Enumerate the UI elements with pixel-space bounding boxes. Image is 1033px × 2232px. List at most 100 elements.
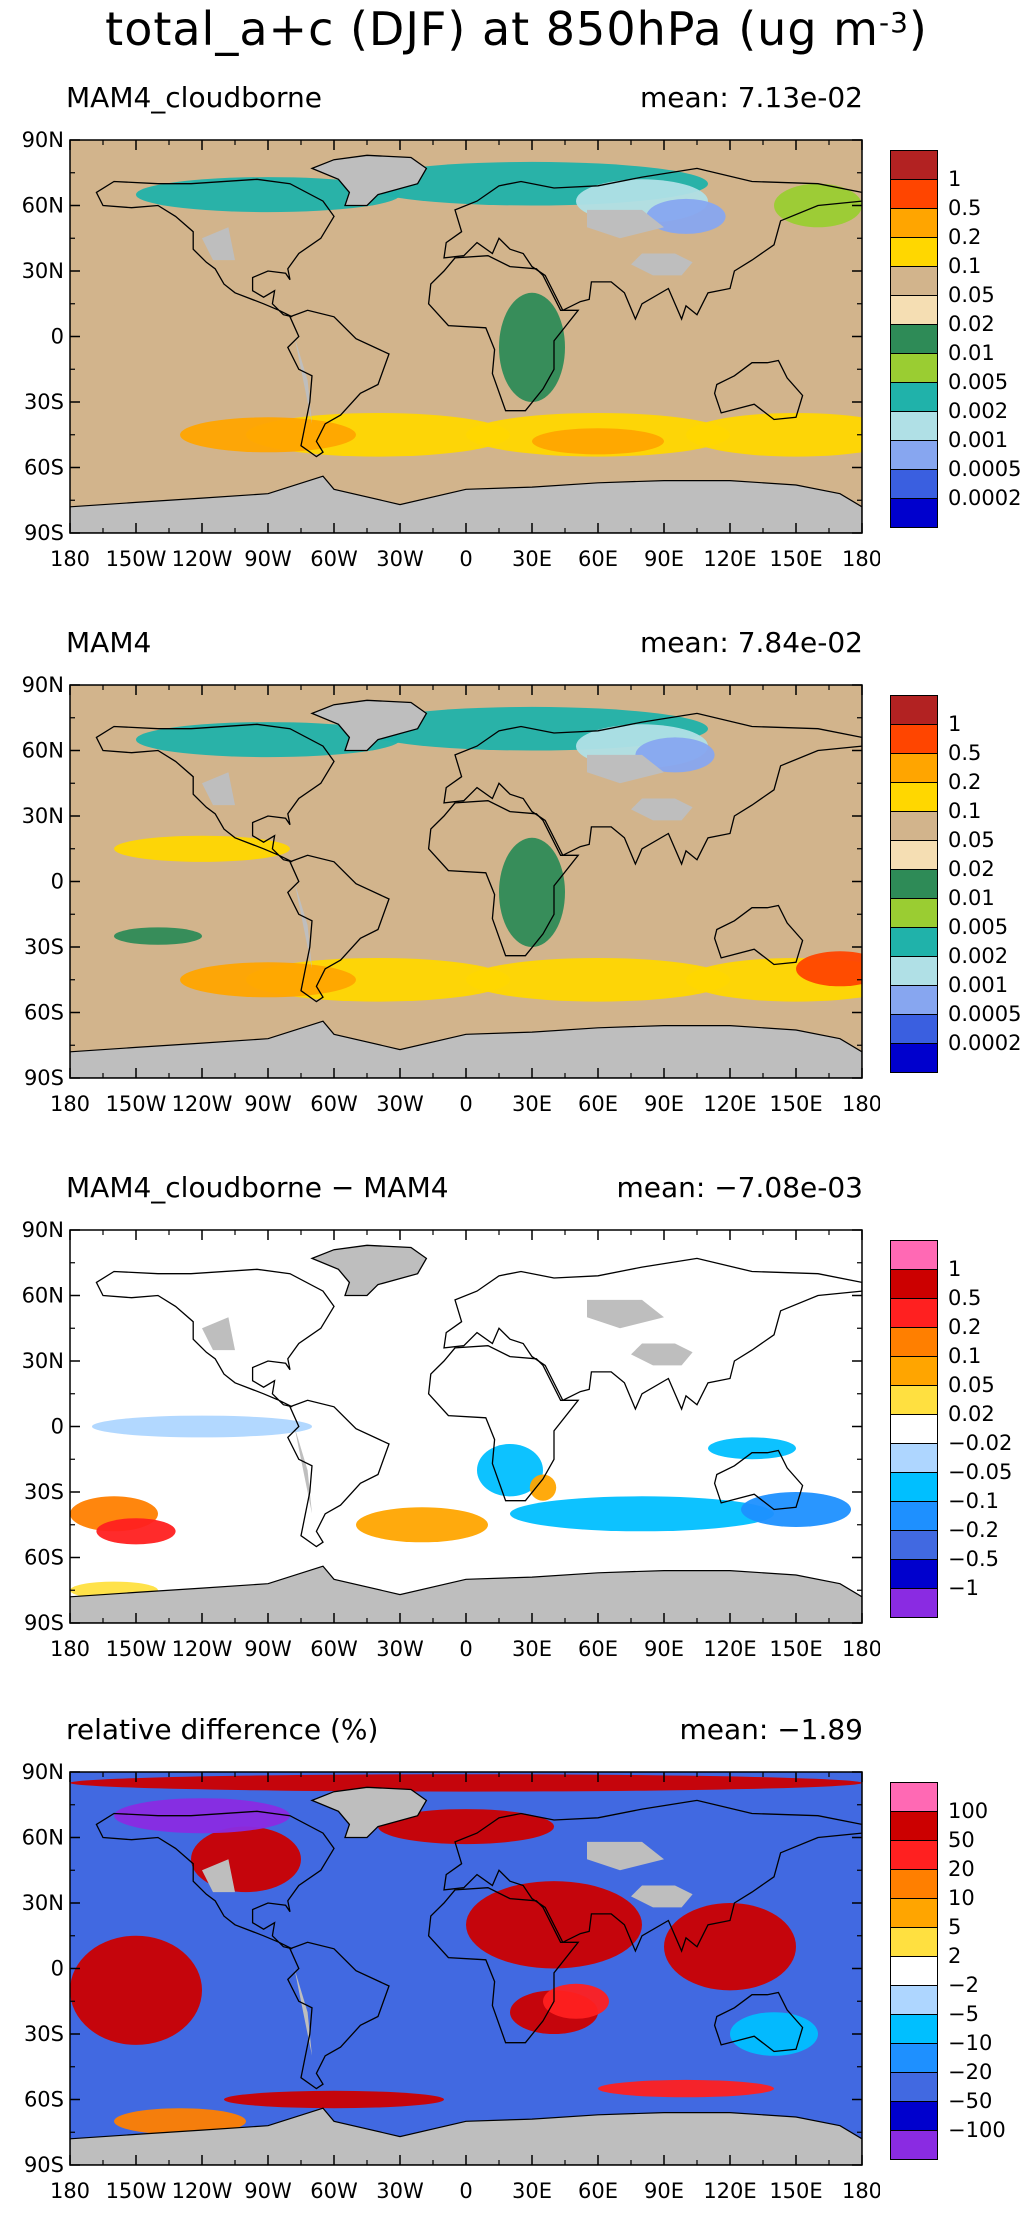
legend-swatch <box>890 1014 938 1044</box>
missing-data-region <box>587 209 664 239</box>
map-panel-3: MAM4_cloudborne − MAM4 mean: −7.08e-03 90N… <box>0 1170 1033 1690</box>
contour-region <box>686 413 862 457</box>
missing-data-region <box>631 1885 693 1908</box>
contour-region <box>114 2108 246 2135</box>
legend-label: 0.01 <box>948 886 995 910</box>
lon-tick-label: 0 <box>459 1092 472 1116</box>
legend-swatch <box>890 411 938 441</box>
lat-tick-label: 90N <box>22 1218 64 1242</box>
lon-tick-label: 30W <box>376 547 424 571</box>
panel-name: relative difference (%) <box>66 1713 379 1746</box>
missing-data-region <box>312 1245 427 1296</box>
lon-tick-label: 30W <box>376 1637 424 1661</box>
legend-swatch <box>890 869 938 899</box>
lon-tick-label: 150W <box>106 2179 167 2203</box>
coastline-eurasia <box>443 1257 862 1411</box>
coastline-greenland <box>310 154 428 207</box>
legend-swatch <box>890 1588 938 1618</box>
lon-tick-label: 30E <box>512 2179 552 2203</box>
legend-swatch <box>890 1559 938 1589</box>
legend-swatch <box>890 150 938 180</box>
lat-tick-label: 60S <box>24 2088 64 2112</box>
legend-swatch <box>890 237 938 267</box>
legend-label: 0.01 <box>948 341 995 365</box>
legend-label: 0.05 <box>948 828 995 852</box>
lat-tick-label: 60N <box>22 1284 64 1308</box>
missing-data-region <box>631 1343 693 1366</box>
contour-region <box>543 1983 609 2019</box>
coastline-north-america <box>95 723 335 863</box>
map-panel-4: relative difference (%) mean: −1.89 90N 60N… <box>0 1712 1033 2232</box>
coastline-antarctica <box>70 2107 862 2165</box>
missing-data-region <box>202 227 235 261</box>
lat-tick-label: 30N <box>22 1891 64 1915</box>
lon-tick-label: 90W <box>244 1092 292 1116</box>
coastline-greenland <box>310 1244 428 1297</box>
legend-label: 0.1 <box>948 254 982 278</box>
legend-swatch <box>890 1530 938 1560</box>
legend-label: 5 <box>948 1915 962 1939</box>
lon-tick-label: 180 <box>842 547 880 571</box>
missing-data-region <box>587 754 664 784</box>
legend-label: 0.05 <box>948 283 995 307</box>
contour-region <box>136 177 400 213</box>
color-legend: 100 50 20 10 5 2 −2 −5 −10 −20 −50 −100 <box>890 1782 1033 2162</box>
lon-tick-label: 30W <box>376 1092 424 1116</box>
lon-tick-label: 0 <box>459 547 472 571</box>
legend-label: −0.5 <box>948 1547 999 1571</box>
lat-tick-label: 30N <box>22 804 64 828</box>
legend-label: 0.0005 <box>948 457 1022 481</box>
contour-region <box>224 2090 444 2109</box>
contour-region <box>92 1415 312 1438</box>
legend-swatch <box>890 753 938 783</box>
lat-tick-label: 90N <box>22 1760 64 1784</box>
contour-region <box>499 837 565 947</box>
coastline-greenland <box>310 699 428 752</box>
contour-region <box>796 951 862 987</box>
missing-data-region <box>202 1859 235 1893</box>
legend-label: −1 <box>948 1576 979 1600</box>
legend-swatch <box>890 469 938 499</box>
missing-data-region <box>294 336 312 424</box>
legend-swatch <box>890 1782 938 1812</box>
lon-tick-label: 90W <box>244 1637 292 1661</box>
lat-tick-label: 30S <box>24 1480 64 1504</box>
legend-swatch <box>890 324 938 354</box>
lon-tick-label: 120W <box>172 2179 233 2203</box>
lon-tick-label: 60W <box>310 2179 358 2203</box>
coastline-australia <box>713 1449 804 1511</box>
legend-label: −100 <box>948 2118 1006 2142</box>
legend-label: 0.1 <box>948 1344 982 1368</box>
legend-swatch <box>890 811 938 841</box>
lon-tick-label: 150W <box>106 547 167 571</box>
lon-tick-label: 180 <box>50 2179 90 2203</box>
lon-tick-label: 180 <box>50 547 90 571</box>
coastline-australia <box>713 1991 804 2053</box>
coastline-eurasia <box>443 167 862 321</box>
legend-swatch <box>890 208 938 238</box>
legend-label: 0.0002 <box>948 486 1022 510</box>
legend-swatch <box>890 1472 938 1502</box>
legend-swatch <box>890 985 938 1015</box>
contour-region <box>191 1826 301 1893</box>
legend-label: 0.0005 <box>948 1002 1022 1026</box>
contour-region <box>708 1437 796 1460</box>
missing-data-region <box>202 772 235 806</box>
panel-name: MAM4_cloudborne <box>66 81 323 114</box>
coastline-greenland <box>310 1786 428 1839</box>
lon-tick-label: 150E <box>769 2179 822 2203</box>
legend-swatch <box>890 1443 938 1473</box>
lon-tick-label: 120E <box>703 1637 756 1661</box>
contour-region <box>510 1496 774 1532</box>
legend-swatch <box>890 179 938 209</box>
panel-name: MAM4_cloudborne − MAM4 <box>66 1171 449 1204</box>
lon-tick-label: 150W <box>106 1092 167 1116</box>
missing-data-region <box>631 798 693 821</box>
lat-tick-label: 30S <box>24 390 64 414</box>
contour-region <box>664 1903 796 1991</box>
legend-label: 0.001 <box>948 973 1009 997</box>
lon-tick-label: 90E <box>644 547 684 571</box>
lat-tick-label: 30N <box>22 259 64 283</box>
lon-tick-label: 60E <box>578 1092 618 1116</box>
